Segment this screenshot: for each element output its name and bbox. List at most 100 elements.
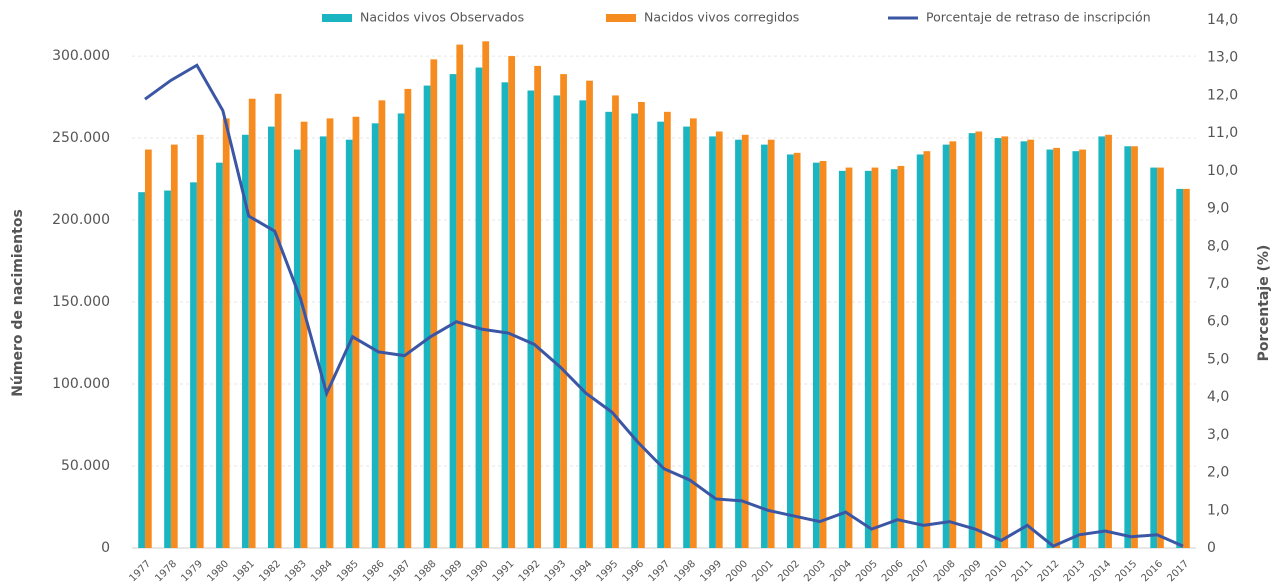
y-axis-label: Número de nacimientos [10, 209, 26, 397]
x-tick-label: 1993 [543, 558, 569, 584]
y-tick-label: 100.000 [52, 376, 110, 392]
bar [397, 113, 405, 549]
x-tick-label: 2006 [880, 558, 906, 584]
bar [449, 74, 457, 548]
legend-swatch [322, 14, 352, 22]
bar [871, 167, 879, 548]
bar [1027, 139, 1035, 549]
x-tick-label: 2013 [1062, 558, 1088, 584]
x-tick-label: 1996 [621, 558, 647, 584]
x-tick-label: 1986 [361, 558, 387, 584]
bar [735, 139, 742, 549]
y2-tick-label: 9,0 [1207, 201, 1229, 217]
bar [508, 56, 516, 549]
y-tick-label: 300.000 [52, 48, 110, 64]
bar [196, 134, 204, 549]
bar [144, 149, 152, 548]
y2-tick-label: 4,0 [1207, 389, 1229, 405]
x-tick-label: 2009 [958, 558, 984, 584]
bar [352, 116, 360, 549]
bar [475, 67, 483, 548]
bar [897, 165, 905, 549]
y2-axis-label: Porcentaje (%) [1256, 245, 1272, 362]
bar [767, 139, 775, 549]
x-tick-label: 1977 [127, 558, 153, 584]
bar [923, 151, 931, 549]
y2-tick-label: 0 [1207, 540, 1216, 556]
y2-tick-label: 11,0 [1207, 125, 1238, 141]
y-tick-label: 200.000 [52, 212, 110, 228]
x-tick-label: 1998 [672, 558, 698, 584]
x-tick-label: 2015 [1114, 558, 1140, 584]
x-tick-label: 1979 [179, 558, 205, 584]
y2-tick-label: 2,0 [1207, 465, 1229, 481]
bar [274, 93, 282, 548]
bar [501, 82, 509, 549]
bar [1046, 149, 1054, 548]
bar [812, 162, 820, 548]
x-tick-label: 1983 [283, 558, 309, 584]
legend-swatch [606, 14, 636, 22]
bar [170, 144, 178, 548]
bar [482, 41, 490, 548]
y-tick-label: 150.000 [52, 294, 110, 310]
bar [761, 144, 768, 548]
bar [190, 182, 197, 549]
bar [1157, 167, 1164, 548]
y2-tick-label: 3,0 [1207, 427, 1229, 443]
bar [741, 134, 749, 549]
y2-tick-label: 10,0 [1207, 163, 1238, 179]
bar [968, 133, 976, 548]
x-tick-label: 1982 [257, 558, 283, 584]
y2-tick-label: 6,0 [1207, 314, 1229, 330]
bar [248, 98, 256, 549]
x-tick-label: 2010 [984, 558, 1010, 584]
bar [657, 121, 664, 548]
bar [942, 144, 950, 548]
bar [683, 126, 690, 548]
bar [845, 167, 853, 548]
x-tick-label: 1988 [413, 558, 439, 584]
y2-tick-label: 8,0 [1207, 238, 1229, 254]
y-tick-label: 50.000 [61, 458, 110, 474]
bar [1072, 151, 1080, 549]
bar [689, 118, 697, 548]
bar [1079, 149, 1086, 548]
bar [560, 74, 567, 548]
x-tick-label: 2014 [1088, 558, 1114, 584]
bar [326, 118, 334, 548]
x-tick-label: 2005 [854, 558, 880, 584]
x-tick-label: 2017 [1165, 558, 1191, 584]
y2-tick-label: 7,0 [1207, 276, 1229, 292]
x-tick-label: 1991 [491, 558, 517, 584]
x-tick-label: 2016 [1140, 558, 1166, 584]
legend-label: Porcentaje de retraso de inscripción [926, 10, 1151, 25]
x-tick-label: 1995 [595, 558, 621, 584]
bar [1053, 147, 1061, 548]
bar [300, 121, 308, 548]
x-tick-label: 1997 [646, 558, 672, 584]
x-tick-label: 1990 [465, 558, 491, 584]
y-tick-label: 0 [101, 540, 110, 556]
x-tick-label: 1985 [335, 558, 361, 584]
bar [605, 111, 613, 549]
x-tick-label: 2000 [724, 558, 750, 584]
x-tick-label: 1978 [153, 558, 179, 584]
x-tick-label: 1999 [698, 558, 724, 584]
x-tick-label: 2003 [802, 558, 828, 584]
y2-tick-label: 14,0 [1207, 12, 1238, 28]
bar [638, 101, 645, 548]
legend-label: Nacidos vivos Observados [360, 10, 524, 25]
bar [216, 162, 223, 548]
bar [423, 85, 431, 549]
bar [1150, 167, 1158, 548]
y2-tick-label: 1,0 [1207, 502, 1229, 518]
bar [631, 113, 639, 549]
bar [1176, 188, 1184, 548]
x-tick-label: 2011 [1010, 558, 1036, 584]
x-tick-label: 1984 [309, 558, 335, 584]
legend-label: Nacidos vivos corregidos [644, 10, 799, 25]
bar [242, 134, 249, 549]
bar [975, 131, 983, 548]
